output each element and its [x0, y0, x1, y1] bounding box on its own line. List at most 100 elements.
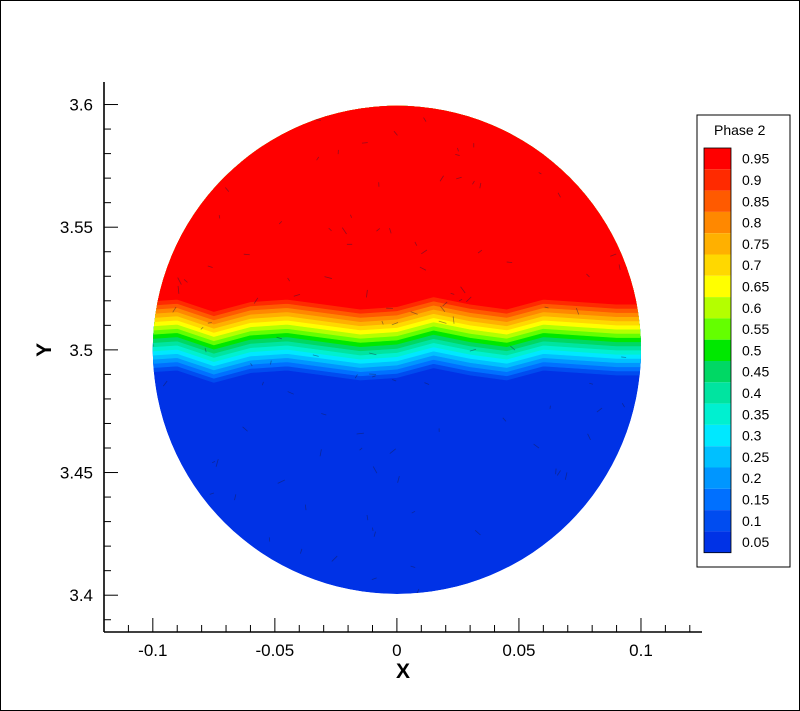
vector-stroke — [586, 273, 590, 278]
vector-stroke — [440, 306, 446, 312]
vector-stroke — [200, 326, 204, 330]
legend-swatch — [704, 531, 731, 553]
vector-stroke — [371, 577, 377, 581]
phase-field — [152, 105, 641, 594]
vector-stroke — [502, 417, 507, 422]
vector-stroke — [600, 525, 606, 531]
legend-label: 0.5 — [742, 342, 762, 358]
vector-stroke — [235, 123, 239, 126]
vector-stroke — [152, 583, 156, 588]
vector-stroke — [319, 449, 322, 457]
legend-swatch — [704, 233, 731, 255]
vector-stroke — [575, 307, 580, 315]
vector-stroke — [589, 382, 594, 385]
vector-stroke — [381, 320, 384, 325]
vector-stroke — [192, 175, 198, 179]
vector-stroke — [438, 320, 447, 324]
legend-swatch — [704, 190, 731, 212]
legend-label: 0.9 — [742, 172, 762, 188]
legend-label: 0.2 — [742, 470, 762, 486]
vector-stroke — [261, 381, 264, 386]
vector-stroke — [190, 535, 194, 538]
vector-stroke — [177, 277, 182, 285]
vector-stroke — [215, 459, 219, 467]
vector-stroke — [369, 352, 377, 356]
legend-label: 0.15 — [742, 491, 769, 507]
legend-swatch — [704, 169, 731, 191]
vector-stroke — [354, 374, 358, 379]
legend-swatch — [704, 297, 731, 319]
x-tick-label: 0 — [392, 641, 401, 660]
vector-stroke — [372, 527, 374, 531]
vector-stroke — [212, 111, 219, 118]
vector-stroke — [410, 311, 418, 315]
legend-swatch — [704, 361, 731, 383]
vector-stroke — [287, 277, 290, 282]
vector-stroke — [211, 461, 216, 464]
vector-stroke — [321, 413, 327, 416]
vector-stroke — [350, 214, 352, 218]
legend-label: 0.55 — [742, 321, 769, 337]
vector-stroke — [160, 180, 166, 187]
vector-stroke — [419, 266, 427, 271]
vector-stroke — [341, 227, 347, 235]
vector-stroke — [439, 175, 444, 182]
vector-stroke — [477, 249, 483, 254]
vector-stroke — [410, 565, 416, 568]
x-tick-label: -0.05 — [255, 641, 294, 660]
legend-label: 0.6 — [742, 300, 762, 316]
legend-swatch — [704, 275, 731, 298]
legend: Phase 2 0.95 0.9 0.85 0.8 0.75 0.7 0.65 0.6 0.55 0… — [696, 114, 791, 568]
legend-swatch — [704, 424, 731, 447]
axes: -0.1 -0.05 0 0.05 0.1 3.4 3.45 3.5 3.55 3.6 X Y — [33, 82, 702, 683]
vector-stroke — [177, 285, 180, 294]
legend-swatch — [704, 339, 731, 361]
legend-swatch — [704, 382, 731, 404]
vector-stroke — [187, 184, 194, 187]
vector-stroke — [556, 470, 561, 476]
vector-stroke — [587, 433, 591, 441]
legend-swatch — [704, 148, 731, 170]
legend-label: 0.25 — [742, 449, 769, 465]
vector-stroke — [621, 356, 627, 358]
vector-stroke — [457, 147, 459, 152]
legend-swatch — [704, 403, 731, 425]
y-tick-label: 3.4 — [69, 586, 93, 605]
vector-stroke — [391, 322, 399, 326]
vector-stroke — [469, 348, 477, 352]
legend-label: 0.4 — [742, 385, 762, 401]
legend-swatch — [704, 510, 731, 532]
vector-stroke — [242, 426, 248, 432]
vector-stroke — [209, 492, 215, 495]
vector-stroke — [207, 322, 212, 324]
vector-stroke — [442, 301, 448, 307]
vector-stroke — [328, 227, 332, 232]
vector-stroke — [538, 172, 542, 175]
vector-stroke — [366, 515, 369, 521]
vector-stroke — [300, 548, 303, 554]
vector-stroke — [389, 448, 396, 454]
vector-stroke — [276, 336, 282, 340]
legend-swatch — [704, 211, 731, 234]
vector-stroke — [234, 494, 237, 501]
vector-stroke — [397, 475, 400, 483]
vector-stroke — [372, 375, 376, 378]
legend-label: 0.7 — [742, 257, 762, 273]
legend-label: 0.65 — [742, 278, 769, 294]
vector-stroke — [159, 225, 164, 228]
vector-stroke — [421, 249, 428, 255]
legend-swatch — [704, 446, 731, 468]
vector-stroke — [278, 221, 283, 225]
vector-stroke — [411, 510, 416, 514]
vector-stroke — [625, 541, 629, 545]
vector-stroke — [415, 588, 420, 594]
vector-stroke — [231, 129, 239, 133]
x-tick-label: -0.1 — [138, 641, 167, 660]
legend-swatch — [704, 254, 731, 276]
vector-stroke — [218, 215, 221, 219]
vector-stroke — [304, 504, 307, 511]
vector-stroke — [277, 479, 285, 484]
vector-stroke — [392, 379, 397, 382]
y-tick-label: 3.55 — [60, 218, 93, 237]
vector-stroke — [316, 156, 320, 161]
